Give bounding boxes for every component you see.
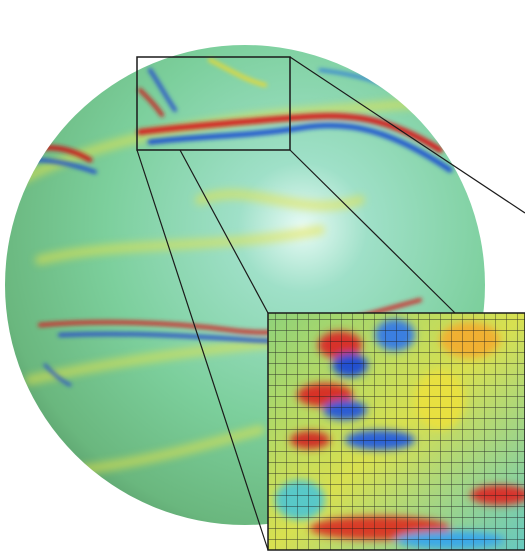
streak [208,58,267,87]
streak [75,425,265,475]
inset [267,312,525,551]
zoom-connectors [136,56,525,551]
streak [195,189,365,211]
connector-line [136,149,269,551]
streak [25,335,305,385]
streak [35,225,325,265]
streak [43,363,72,387]
streak [138,88,164,117]
zoom-region [136,56,291,151]
connector-line [289,149,456,314]
inset-mesh [268,313,525,550]
connector-line [179,149,269,314]
streak [147,122,453,173]
connector-line [289,56,525,214]
streak [148,68,177,112]
inset-border [267,312,525,551]
